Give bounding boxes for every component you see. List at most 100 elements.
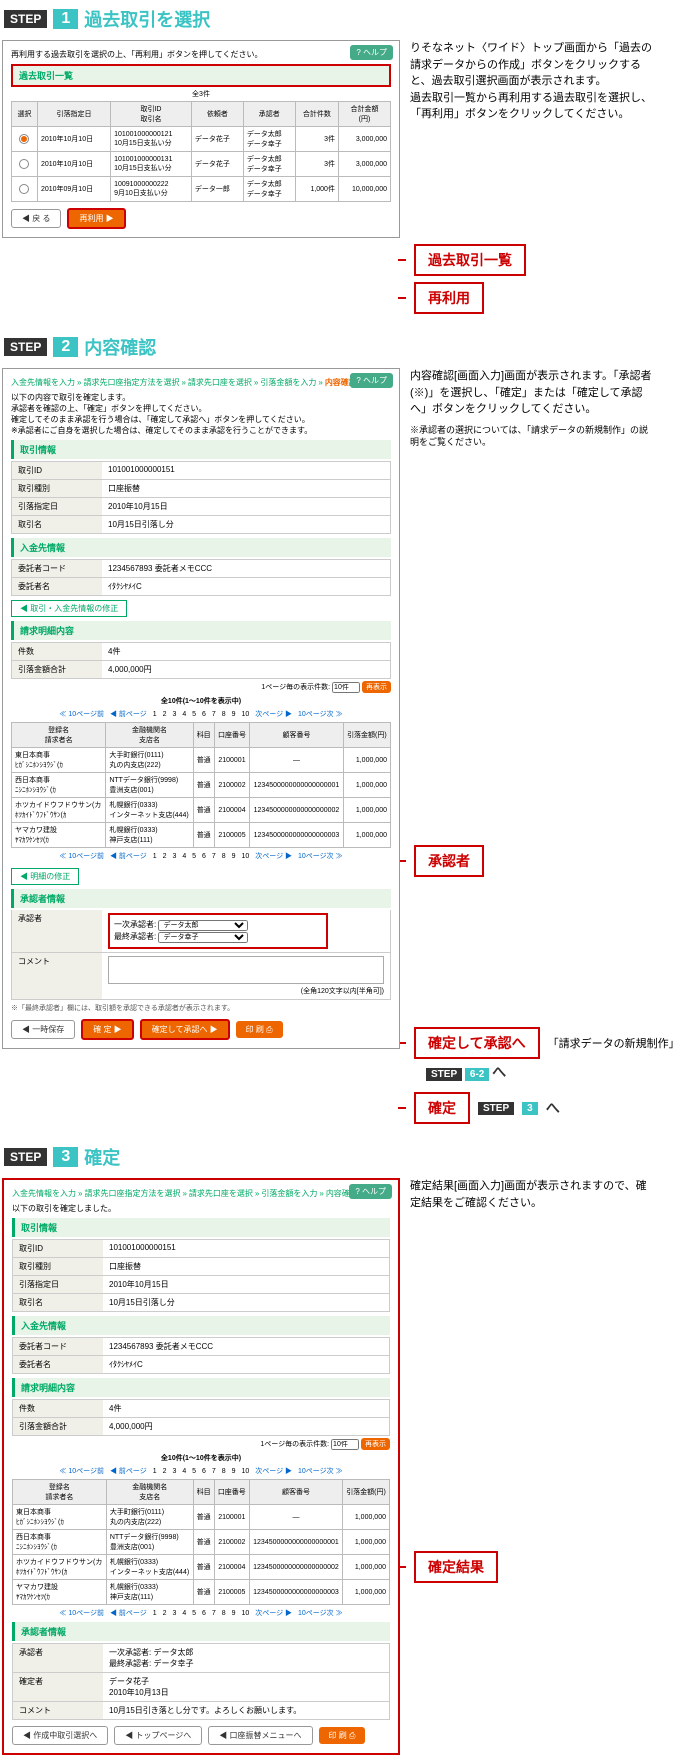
back-button[interactable]: ◀ 戻 る [11,209,61,228]
reuse-button[interactable]: 再利用 ▶ [67,208,125,229]
reload-button[interactable]: 再表示 [361,1438,390,1450]
pager-page[interactable]: 7 [212,1468,216,1475]
pager-page[interactable]: 9 [232,711,236,718]
cell-id: 101001000000121 10月15日支払い分 [111,127,192,152]
top-page-button[interactable]: ◀ トップページへ [114,1726,202,1745]
pager-page[interactable]: 2 [163,853,167,860]
col-header: 顧客番号 [249,1480,342,1505]
pager-page[interactable]: 5 [192,1610,196,1617]
pager-page[interactable]: 1 [153,1610,157,1617]
cell: 普通 [193,798,214,823]
table-row[interactable]: 2010年10月10日 101001000000131 10月15日支払い分 デ… [12,152,391,177]
final-approver-select[interactable]: データ幸子 [158,932,248,943]
pager-next10[interactable]: 10ページ次 ≫ [298,711,343,718]
pager-page[interactable]: 8 [222,711,226,718]
pager-page[interactable]: 10 [241,1610,249,1617]
pager-page[interactable]: 7 [212,711,216,718]
pager-page[interactable]: 3 [172,1610,176,1617]
pager-page[interactable]: 1 [153,853,157,860]
pager-page[interactable]: 3 [172,853,176,860]
pager-page[interactable]: 5 [192,711,196,718]
pager-page[interactable]: 4 [182,1610,186,1617]
pagesize-input[interactable] [331,1439,359,1450]
pager-next[interactable]: 次ページ ▶ [255,711,292,718]
print-button[interactable]: 印 刷 ⎙ [319,1727,366,1744]
col-header: 金融機関名 支店名 [106,723,193,748]
pager-page[interactable]: 9 [232,1610,236,1617]
edit-detail-button[interactable]: ◀ 明細の修正 [11,868,79,885]
confirm-button[interactable]: 確 定 ▶ [81,1019,133,1040]
pager-prev10[interactable]: ≪ 10ページ前 [59,1610,104,1617]
edit-tx-payee-button[interactable]: ◀ 取引・入金先情報の修正 [11,600,127,617]
pager-page[interactable]: 4 [182,711,186,718]
pager-prev10[interactable]: ≪ 10ページ前 [59,1468,104,1475]
print-button[interactable]: 印 刷 ⎙ [236,1021,283,1038]
kv-value: 1234567893 委託者メモCCC [102,560,390,577]
kv-value: 2010年10月15日 [102,498,390,515]
pager-page[interactable]: 6 [202,1610,206,1617]
help-button[interactable]: ヘルプ [350,45,393,60]
save-button[interactable]: ◀ 一時保存 [11,1020,75,1039]
pager-page[interactable]: 10 [241,711,249,718]
pager-next10[interactable]: 10ページ次 ≫ [298,853,343,860]
pager-prev10[interactable]: ≪ 10ページ前 [59,853,104,860]
confirm-approve-button[interactable]: 確定して承認へ ▶ [140,1019,230,1040]
pager-page[interactable]: 1 [153,711,157,718]
pager-page[interactable]: 8 [222,1468,226,1475]
pagesize-input[interactable] [332,682,360,693]
cell: NTTデータ銀行(9998) 豊洲支店(001) [106,773,193,798]
pager-top: ≪ 10ページ前 ◀ 前ページ 1 2 3 4 5 6 7 8 9 10 次ペー… [11,709,391,719]
pager-page[interactable]: 6 [202,853,206,860]
help-button[interactable]: ヘルプ [349,1184,392,1199]
pager-bottom: ≪ 10ページ前 ◀ 前ページ 1 2 3 4 5 6 7 8 9 10 次ペー… [11,851,391,861]
pager-page[interactable]: 7 [212,1610,216,1617]
step-ref: 6-2 [465,1068,489,1081]
row-radio[interactable] [19,159,29,169]
cell: 東日本商事 ﾋｶﾞｼﾆﾎﾝｼﾖｳｼﾞ(ｶ [13,1505,107,1530]
pager-prev10[interactable]: ≪ 10ページ前 [59,711,104,718]
pager-page[interactable]: 6 [202,711,206,718]
callout-confirm: 確定 [414,1092,470,1124]
row-radio[interactable] [19,184,29,194]
pager-page[interactable]: 8 [222,853,226,860]
table-row[interactable]: 2010年09月10日 10091000000222 9月10日支払い分 データ… [12,177,391,202]
pager-prev[interactable]: ◀ 前ページ [110,711,147,718]
table-row[interactable]: 2010年10月10日 101001000000121 10月15日支払い分 デ… [12,127,391,152]
pager-next10[interactable]: 10ページ次 ≫ [298,1468,343,1475]
pager-page[interactable]: 6 [202,1468,206,1475]
pager-next[interactable]: 次ページ ▶ [255,1610,292,1617]
pager-next[interactable]: 次ページ ▶ [255,1468,292,1475]
pager-page[interactable]: 10 [241,853,249,860]
pager-page[interactable]: 4 [182,853,186,860]
col-header: 科目 [193,723,214,748]
pager-page[interactable]: 5 [192,1468,196,1475]
kv-value: 一次承認者: データ太郎 最終承認者: データ幸子 [103,1644,389,1672]
pager-page[interactable]: 8 [222,1610,226,1617]
pager-page[interactable]: 5 [192,853,196,860]
cell: 東日本商事 ﾋｶﾞｼﾆﾎﾝｼﾖｳｼﾞ(ｶ [12,748,106,773]
help-button[interactable]: ヘルプ [350,373,393,388]
back-select-button[interactable]: ◀ 作成中取引選択へ [12,1726,108,1745]
primary-approver-select[interactable]: データ太郎 [158,920,248,931]
pager-page[interactable]: 7 [212,853,216,860]
pager-page[interactable]: 2 [163,1468,167,1475]
reload-button[interactable]: 再表示 [362,681,391,693]
pager-page[interactable]: 3 [172,711,176,718]
pager-page[interactable]: 1 [153,1468,157,1475]
pager-page[interactable]: 2 [163,711,167,718]
pager-page[interactable]: 4 [182,1468,186,1475]
pager-page[interactable]: 2 [163,1610,167,1617]
menu-button[interactable]: ◀ 口座振替メニューへ [208,1726,312,1745]
pager-page[interactable]: 3 [172,1468,176,1475]
pager-prev[interactable]: ◀ 前ページ [110,1610,147,1617]
pager-next10[interactable]: 10ページ次 ≫ [298,1610,343,1617]
pager-prev[interactable]: ◀ 前ページ [110,853,147,860]
pager-page[interactable]: 10 [241,1468,249,1475]
step2-side: 内容確認[画面入力]画面が表示されます。「承認者(※)」を選択し、「確定」または… [400,368,660,449]
pager-next[interactable]: 次ページ ▶ [255,853,292,860]
comment-textarea[interactable] [108,956,384,984]
pager-prev[interactable]: ◀ 前ページ [110,1468,147,1475]
row-radio[interactable] [19,134,29,144]
pager-page[interactable]: 9 [232,1468,236,1475]
pager-page[interactable]: 9 [232,853,236,860]
